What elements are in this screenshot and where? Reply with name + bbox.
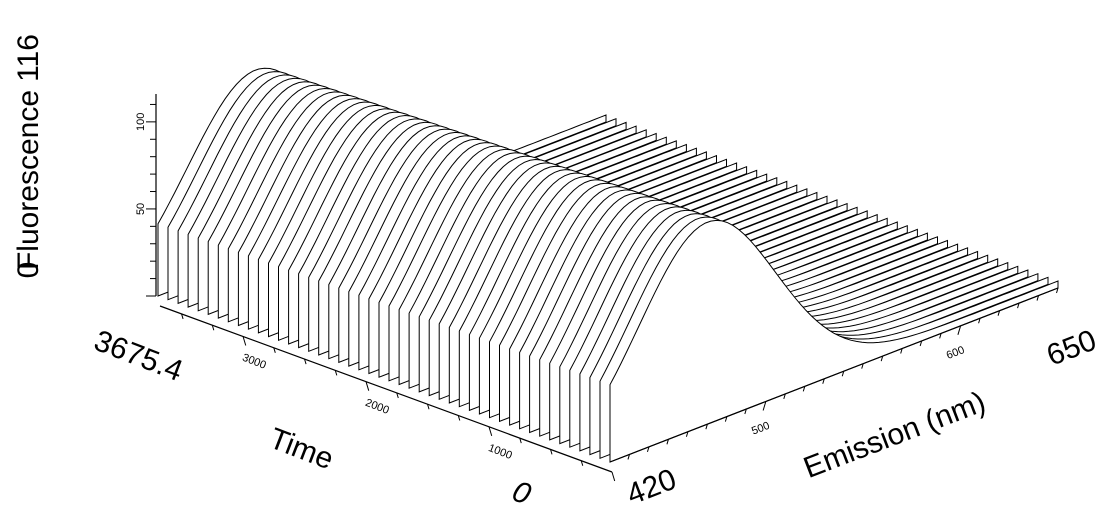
time-tick	[519, 437, 522, 444]
time-tick	[304, 358, 307, 365]
time-tick	[242, 336, 247, 346]
time-tick-label: 1000	[487, 442, 514, 462]
fluorescence-max-label: 116	[12, 34, 45, 82]
emission-tick	[646, 446, 650, 453]
emission-tick	[1017, 302, 1020, 309]
emission-tick	[705, 424, 708, 430]
emission-tick	[880, 355, 884, 362]
time-axis-label: Time	[265, 422, 338, 476]
emission-tick	[861, 363, 864, 369]
emission-axis-line	[609, 287, 1059, 463]
emission-tick	[1036, 295, 1040, 301]
time-min-label: 0	[508, 475, 536, 512]
fluorescence-tick-label: 100	[135, 113, 147, 131]
emission-tick	[822, 378, 825, 384]
time-tick	[550, 449, 553, 455]
time-tick	[365, 381, 370, 391]
emission-min-label: 420	[622, 463, 681, 512]
time-tick	[611, 471, 616, 482]
emission-tick	[957, 325, 962, 335]
time-tick	[427, 404, 430, 410]
emission-tick	[978, 318, 981, 324]
emission-tick	[627, 454, 630, 460]
time-tick	[273, 347, 276, 353]
emission-max-label: 650	[1042, 324, 1101, 373]
time-tick	[580, 460, 584, 466]
emission-tick	[802, 386, 806, 392]
time-tick	[457, 415, 461, 421]
spectra-traces	[157, 67, 1059, 463]
time-tick	[334, 370, 338, 376]
emission-axis-label: Emission (nm)	[799, 385, 990, 485]
time-tick	[211, 325, 215, 331]
time-tick	[488, 426, 493, 436]
fluorescence-axis-label: Fluorescence	[12, 90, 45, 270]
emission-tick	[997, 310, 1001, 316]
emission-tick	[762, 401, 767, 411]
emission-tick	[1056, 287, 1059, 294]
time-tick	[181, 313, 184, 320]
time-tick-label: 3000	[241, 352, 268, 372]
fluorescence-min-label: 0	[12, 262, 45, 279]
axes-group: 50 100 1000 2000 3000 500 600	[135, 94, 1059, 482]
spectrum-trace	[609, 219, 1059, 463]
emission-tick	[744, 408, 747, 415]
emission-tick-label: 600	[945, 344, 966, 362]
time-tick-label: 2000	[364, 397, 391, 417]
emission-tick	[685, 431, 689, 437]
emission-tick	[900, 348, 903, 354]
emission-tick	[724, 416, 728, 422]
emission-tick	[841, 371, 845, 377]
time-axis-line	[159, 305, 613, 473]
emission-tick-label: 500	[750, 420, 771, 438]
emission-tick	[666, 439, 669, 445]
fluorescence-tick-label: 50	[135, 203, 147, 215]
time-tick	[396, 392, 399, 399]
time-max-label: 3675.4	[90, 324, 187, 388]
emission-tick	[939, 333, 942, 339]
emission-tick	[783, 393, 786, 400]
emission-tick	[919, 340, 923, 347]
